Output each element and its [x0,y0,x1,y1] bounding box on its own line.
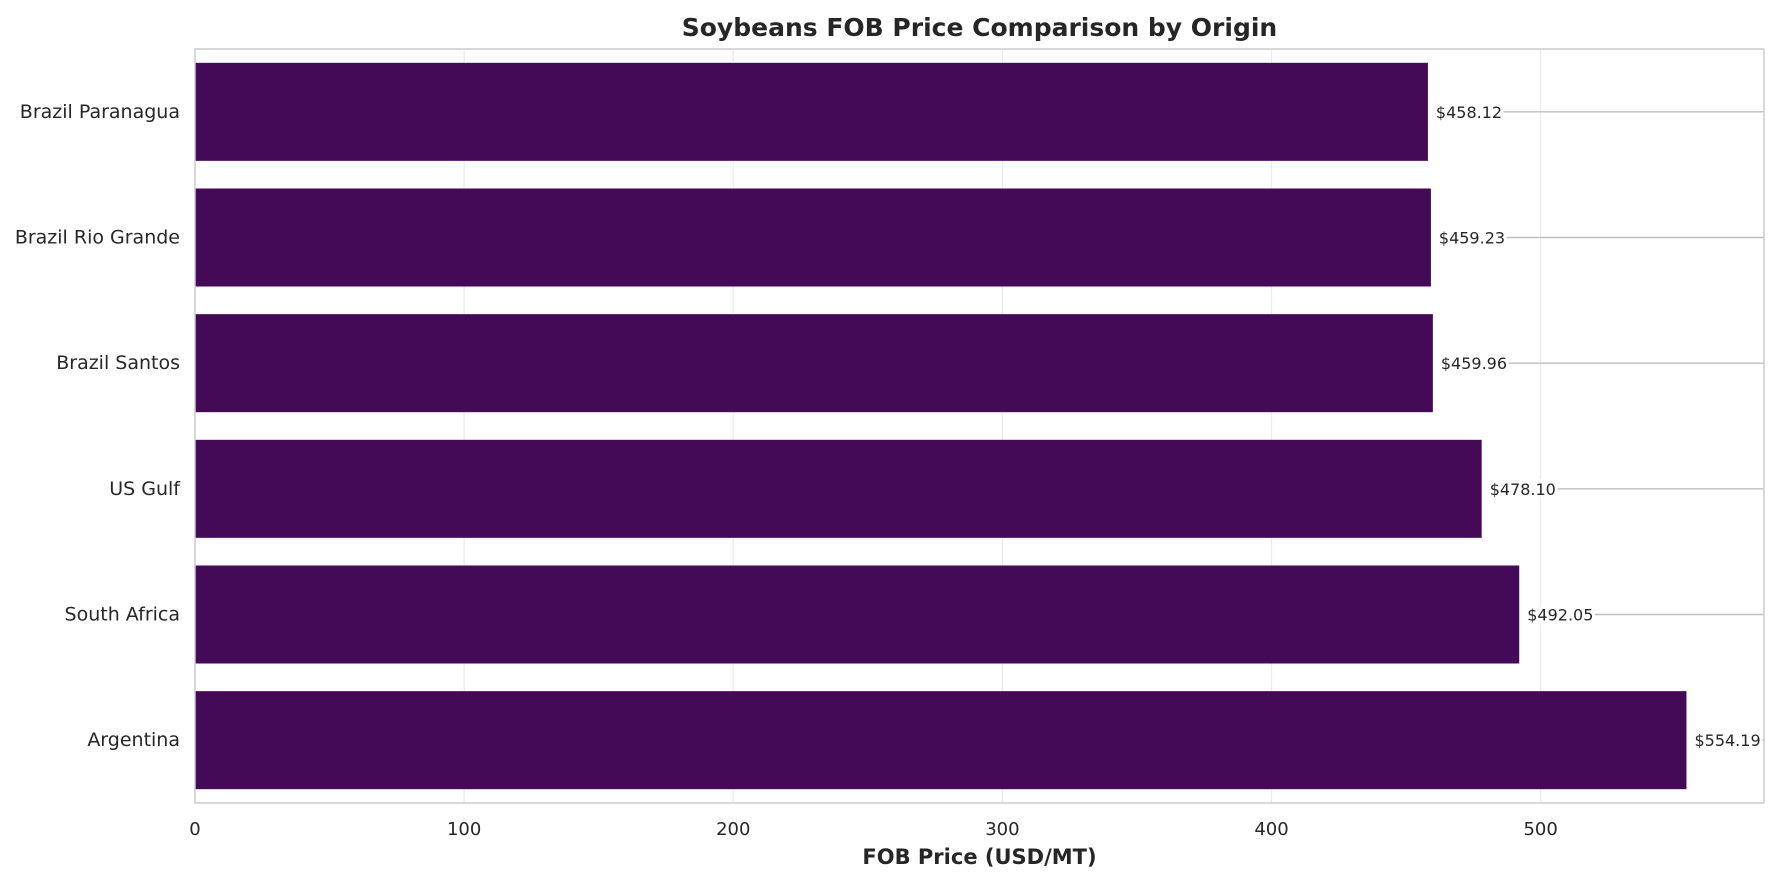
data-label: $458.12 [1436,103,1502,122]
x-tick-label: 300 [985,819,1019,840]
bar-south-africa [195,565,1520,664]
y-category-label: South Africa [65,604,180,626]
bar-brazil-santos [195,314,1433,413]
data-label: $554.19 [1694,731,1760,750]
x-tick-label: 500 [1523,819,1557,840]
data-label: $459.23 [1439,229,1505,248]
x-tick-label: 0 [189,819,200,840]
bar-brazil-rio-grande [195,188,1431,287]
y-category-label: Brazil Santos [56,352,180,374]
x-tick-label: 400 [1254,819,1288,840]
data-label: $478.10 [1490,480,1556,499]
plot-frame [194,48,1765,804]
data-labels: $458.12 $459.23 $459.96 $478.10 $492.05 $554.… [1433,101,1763,751]
y-category-label: Brazil Rio Grande [15,227,180,249]
data-label-background [1438,353,1509,374]
grid-lines [194,49,1542,803]
bars [195,62,1687,790]
y-category-label: Brazil Paranagua [20,101,180,123]
data-label: $459.96 [1441,354,1507,373]
data-label-background [1487,478,1558,499]
bar-argentina [195,691,1687,790]
bar-brazil-paranagua [195,62,1428,161]
y-category-label: Argentina [87,729,180,751]
data-label-background [1692,730,1763,751]
x-tick-label: 100 [447,819,481,840]
y-axis-category-labels: Brazil Paranagua Brazil Rio Grande Brazil … [15,101,181,751]
data-label-background [1436,227,1507,248]
x-tick-label: 200 [716,819,750,840]
data-label-background [1525,604,1596,625]
x-axis-ticks: 0 100 200 300 400 500 [189,819,1558,840]
data-label-background [1433,101,1504,122]
data-label: $492.05 [1527,606,1593,625]
chart-title: Soybeans FOB Price Comparison by Origin [682,13,1277,42]
x-axis-label: FOB Price (USD/MT) [862,845,1096,869]
y-category-label: US Gulf [109,478,181,500]
bar-us-gulf [195,439,1482,538]
